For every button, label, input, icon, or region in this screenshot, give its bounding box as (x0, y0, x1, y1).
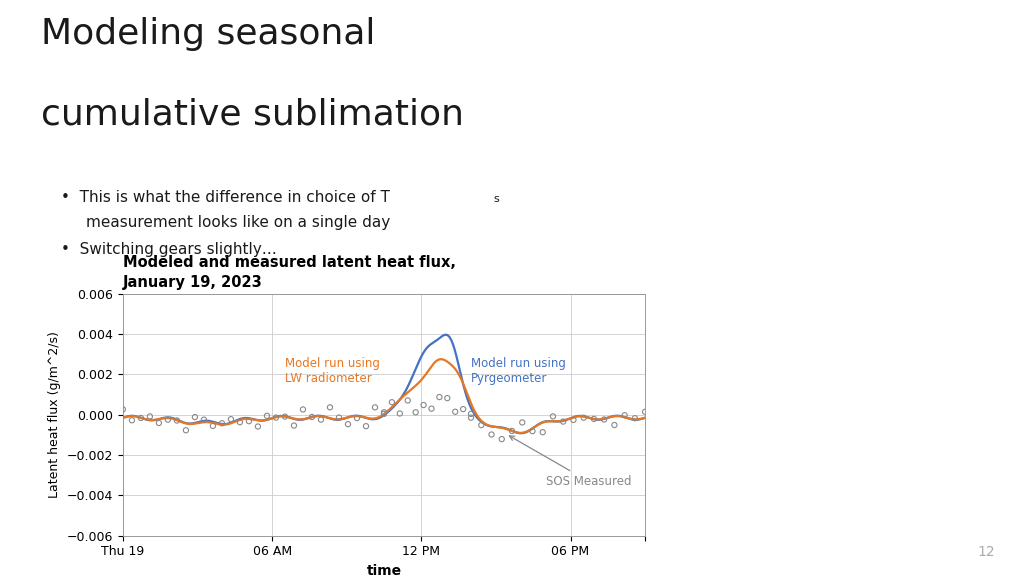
Point (376, 408, 392, 417)
Point (399, 396, 416, 405)
Text: measurement looks like on a single day: measurement looks like on a single day (86, 215, 390, 230)
Text: s: s (494, 194, 500, 203)
Point (178, 426, 195, 435)
Point (596, 415, 612, 424)
Point (151, 418, 167, 427)
Point (439, 393, 456, 403)
Point (241, 416, 257, 426)
Point (431, 392, 447, 401)
Point (295, 405, 311, 414)
Y-axis label: Latent heat flux (g/m^2/s): Latent heat flux (g/m^2/s) (48, 331, 61, 498)
Point (196, 415, 212, 425)
Point (637, 407, 653, 416)
Text: cumulative sublimation: cumulative sublimation (41, 98, 464, 132)
Point (312, 415, 329, 425)
Point (259, 411, 275, 420)
Point (423, 404, 439, 413)
Point (250, 422, 266, 431)
Point (349, 414, 366, 423)
Text: Model run using
Pyrgeometer: Model run using Pyrgeometer (471, 357, 566, 385)
Point (367, 403, 383, 412)
Text: Modeled and measured latent heat flux,
January 19, 2023: Modeled and measured latent heat flux, J… (123, 255, 456, 290)
Point (586, 414, 602, 423)
X-axis label: time: time (367, 564, 401, 576)
Point (627, 414, 643, 423)
Point (473, 420, 489, 430)
Point (214, 419, 230, 428)
Point (463, 413, 479, 422)
Point (447, 407, 464, 416)
Point (331, 413, 347, 422)
Point (304, 412, 321, 422)
Point (494, 434, 510, 444)
Point (384, 397, 400, 407)
Text: Model run using
LW radiometer: Model run using LW radiometer (285, 357, 380, 385)
Point (514, 418, 530, 427)
Text: Modeling seasonal: Modeling seasonal (41, 17, 376, 51)
Point (606, 420, 623, 430)
Point (575, 413, 592, 422)
Point (141, 412, 158, 421)
Point (322, 403, 338, 412)
Point (205, 421, 221, 430)
Point (231, 418, 248, 427)
Point (133, 414, 150, 423)
Point (267, 413, 284, 422)
Point (357, 422, 374, 431)
Point (455, 404, 471, 414)
Point (416, 400, 432, 410)
Point (463, 410, 479, 419)
Point (124, 416, 140, 425)
Point (408, 408, 424, 417)
Point (524, 426, 541, 435)
Point (276, 412, 293, 421)
Text: 12: 12 (978, 545, 995, 559)
Text: •  This is what the difference in choice of T: • This is what the difference in choice … (61, 190, 390, 205)
Point (160, 415, 176, 425)
Point (483, 430, 500, 439)
Point (535, 427, 551, 437)
Point (115, 405, 131, 414)
Point (504, 426, 520, 435)
Point (340, 419, 356, 429)
Point (169, 416, 185, 425)
Point (376, 410, 392, 419)
Point (186, 412, 203, 422)
Point (286, 421, 302, 430)
Point (391, 409, 408, 418)
Point (616, 411, 633, 420)
Point (565, 415, 582, 425)
Text: SOS Measured: SOS Measured (510, 436, 631, 488)
Point (223, 415, 240, 424)
Point (545, 412, 561, 421)
Text: •  Switching gears slightly…: • Switching gears slightly… (61, 242, 278, 257)
Point (555, 417, 571, 426)
